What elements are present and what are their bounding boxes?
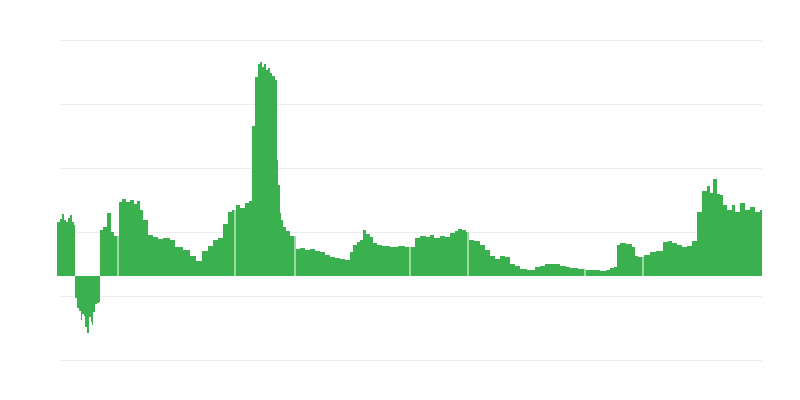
series-gap — [409, 247, 411, 276]
series-gap — [467, 232, 469, 276]
series-gap — [584, 269, 586, 276]
series-gap — [117, 236, 119, 276]
series-gap — [234, 210, 236, 276]
area-series — [57, 62, 762, 333]
series-gap — [294, 236, 296, 276]
series-gap — [642, 257, 644, 276]
